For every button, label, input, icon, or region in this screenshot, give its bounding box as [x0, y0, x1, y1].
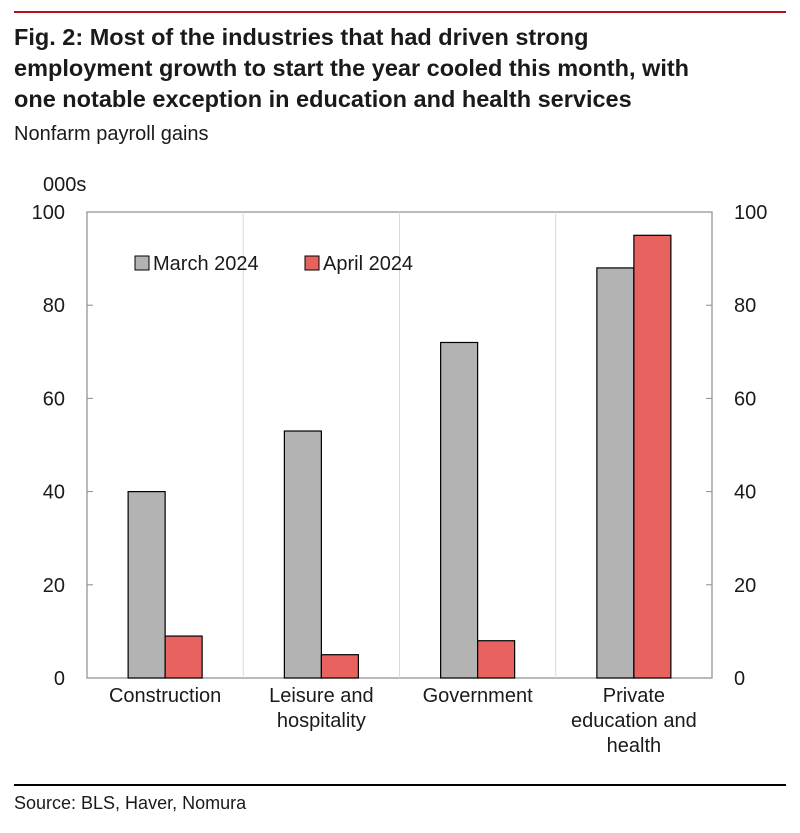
x-tick-label: education and — [571, 710, 697, 732]
y-tick-label-left: 80 — [43, 295, 65, 317]
y-tick-label-right: 40 — [734, 482, 756, 504]
x-tick-label: health — [607, 735, 662, 757]
y-tick-label-left: 0 — [54, 668, 65, 690]
y-tick-label-left: 100 — [32, 202, 65, 224]
bar-april-2 — [477, 640, 516, 679]
y-tick-label-right: 80 — [734, 295, 756, 317]
chart-subtitle: Nonfarm payroll gains — [14, 123, 209, 145]
x-tick-label: Leisure and — [269, 685, 374, 707]
bar-april-1 — [320, 654, 359, 679]
legend-swatch — [304, 255, 320, 271]
bar-march-1 — [283, 430, 322, 679]
source-note: Source: BLS, Haver, Nomura — [14, 793, 247, 813]
top-rule — [14, 11, 786, 13]
y-tick-label-left: 20 — [43, 575, 65, 597]
x-tick-label: Government — [423, 685, 533, 707]
bar-march-3 — [596, 267, 635, 679]
legend-label: April 2024 — [323, 253, 413, 275]
y-tick-label-right: 0 — [734, 668, 745, 690]
title-line-1: Fig. 2: Most of the industries that had … — [14, 24, 589, 50]
y-unit-label: 000s — [43, 174, 86, 196]
bar-april-0 — [164, 635, 203, 679]
y-tick-label-right: 100 — [734, 202, 767, 224]
y-tick-label-right: 20 — [734, 575, 756, 597]
y-tick-label-left: 60 — [43, 388, 65, 410]
x-tick-label: Construction — [109, 685, 221, 707]
bottom-rule — [14, 784, 786, 786]
y-tick-label-right: 60 — [734, 388, 756, 410]
legend-swatch — [134, 255, 150, 271]
y-tick-label-left: 40 — [43, 482, 65, 504]
x-tick-label: hospitality — [277, 710, 366, 732]
bar-april-3 — [633, 234, 672, 679]
title-line-3: one notable exception in education and h… — [14, 86, 632, 112]
bar-march-2 — [440, 341, 479, 679]
chart-title: Fig. 2: Most of the industries that had … — [14, 22, 784, 115]
legend-label: March 2024 — [153, 253, 259, 275]
title-line-2: employment growth to start the year cool… — [14, 55, 690, 81]
bar-march-0 — [127, 491, 166, 679]
x-tick-label: Private — [603, 685, 665, 707]
